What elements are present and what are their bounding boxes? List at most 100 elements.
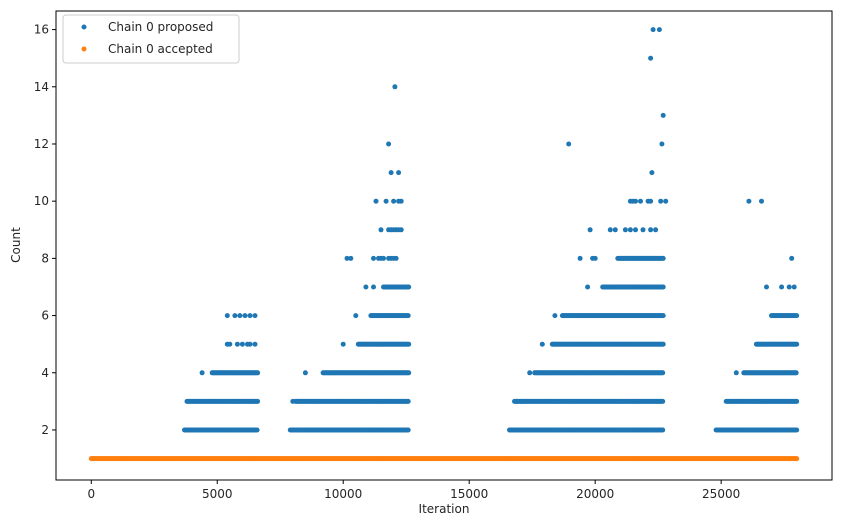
data-point — [242, 313, 248, 319]
data-point — [622, 227, 628, 233]
data-point — [224, 313, 230, 319]
data-point — [656, 27, 662, 33]
data-point — [746, 198, 752, 204]
data-point — [640, 227, 646, 233]
x-axis-label: Iteration — [419, 502, 470, 516]
y-tick-label: 14 — [34, 80, 49, 94]
x-tick-label: 25000 — [702, 487, 740, 501]
y-axis-label: Count — [9, 227, 23, 263]
data-point — [660, 284, 666, 290]
data-point — [406, 370, 412, 376]
data-point — [396, 170, 402, 176]
data-point — [406, 341, 412, 347]
data-point — [234, 341, 240, 347]
data-point — [660, 112, 666, 118]
x-tick-label: 0 — [87, 487, 95, 501]
data-point — [239, 341, 245, 347]
data-point — [398, 198, 404, 204]
data-point — [587, 227, 593, 233]
data-point — [391, 198, 397, 204]
data-point — [658, 198, 664, 204]
data-point — [793, 370, 799, 376]
data-point — [633, 227, 638, 233]
data-point — [232, 313, 238, 319]
data-point — [660, 427, 666, 433]
data-point — [199, 370, 205, 376]
data-point — [252, 341, 258, 347]
data-point — [340, 341, 346, 347]
data-point — [759, 198, 764, 204]
data-point — [254, 427, 260, 433]
data-point — [255, 370, 261, 376]
y-tick-label: 8 — [41, 251, 49, 265]
data-point — [255, 398, 261, 404]
data-point — [648, 198, 654, 204]
x-tick-label: 15000 — [450, 487, 488, 501]
data-point — [577, 255, 583, 261]
data-point — [344, 255, 350, 261]
data-point — [660, 398, 666, 404]
data-point — [539, 341, 545, 347]
data-point — [660, 370, 666, 376]
series-0 — [182, 27, 800, 433]
legend-label-accepted: Chain 0 accepted — [108, 42, 213, 56]
data-point — [659, 141, 665, 147]
data-point — [660, 255, 666, 261]
data-point — [648, 227, 654, 233]
data-point — [247, 341, 253, 347]
data-point — [348, 255, 354, 261]
data-point — [794, 313, 800, 319]
data-point — [237, 313, 243, 319]
data-point — [393, 255, 399, 261]
x-tick-label: 10000 — [324, 487, 362, 501]
data-point — [649, 170, 655, 176]
data-point — [373, 198, 379, 204]
data-point — [378, 227, 384, 233]
y-tick-label: 12 — [34, 137, 49, 151]
data-point — [386, 141, 392, 147]
y-tick-label: 6 — [41, 309, 49, 323]
x-tick-label: 5000 — [202, 487, 233, 501]
data-point — [247, 313, 253, 319]
data-point — [519, 398, 525, 404]
data-point — [794, 427, 800, 433]
series-1 — [88, 456, 800, 462]
data-point — [627, 227, 633, 233]
legend-marker-proposed — [81, 24, 87, 30]
data-point — [650, 27, 656, 33]
data-point — [592, 255, 598, 261]
plot-points — [88, 27, 800, 462]
data-point — [794, 341, 800, 347]
legend: Chain 0 proposed Chain 0 accepted — [62, 14, 240, 64]
x-tick-label: 20000 — [576, 487, 614, 501]
y-tick-label: 10 — [34, 194, 49, 208]
data-point — [585, 284, 591, 290]
data-point — [514, 398, 520, 404]
data-point — [566, 141, 572, 147]
data-point — [633, 198, 638, 204]
y-tick-label: 16 — [34, 23, 49, 37]
data-point — [607, 227, 613, 233]
legend-box — [62, 14, 240, 64]
data-point — [406, 284, 412, 290]
legend-marker-accepted — [81, 46, 87, 52]
data-point — [353, 313, 359, 319]
data-point — [405, 427, 411, 433]
data-point — [290, 398, 296, 404]
data-point — [660, 341, 666, 347]
data-point — [405, 313, 411, 319]
data-point — [398, 227, 404, 233]
data-point — [764, 284, 769, 290]
axes-frame — [55, 10, 833, 481]
data-point — [383, 198, 389, 204]
data-point — [612, 227, 618, 233]
y-tick-label: 4 — [41, 366, 49, 380]
data-point — [660, 313, 666, 319]
data-point — [786, 284, 792, 290]
data-point — [392, 84, 398, 90]
data-point — [794, 456, 800, 462]
data-point — [779, 284, 785, 290]
data-point — [302, 370, 308, 376]
data-point — [371, 255, 376, 261]
data-point — [789, 255, 795, 261]
